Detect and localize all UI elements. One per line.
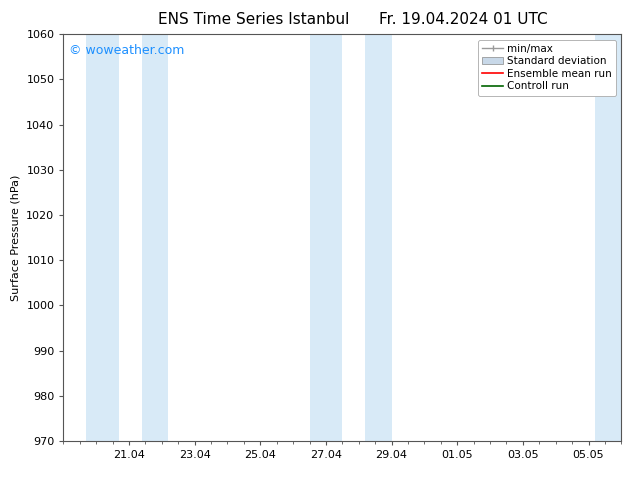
- Legend: min/max, Standard deviation, Ensemble mean run, Controll run: min/max, Standard deviation, Ensemble me…: [478, 40, 616, 96]
- Bar: [309, 34, 342, 441]
- Y-axis label: Surface Pressure (hPa): Surface Pressure (hPa): [11, 174, 21, 301]
- Bar: [365, 34, 392, 441]
- Text: © woweather.com: © woweather.com: [69, 45, 184, 57]
- Bar: [86, 34, 119, 441]
- Bar: [595, 34, 621, 441]
- Bar: [142, 34, 169, 441]
- Text: Fr. 19.04.2024 01 UTC: Fr. 19.04.2024 01 UTC: [378, 12, 547, 27]
- Text: ENS Time Series Istanbul: ENS Time Series Istanbul: [158, 12, 349, 27]
